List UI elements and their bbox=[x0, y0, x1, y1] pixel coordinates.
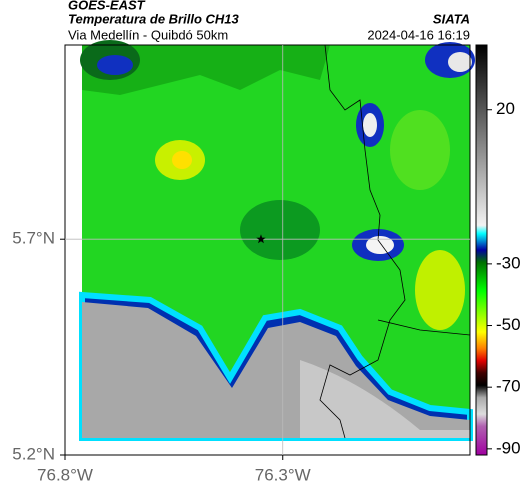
location-marker bbox=[256, 234, 266, 244]
subtitle: Temperatura de Brillo CH13 bbox=[68, 11, 240, 26]
timestamp: 2024-04-16 16:19 bbox=[367, 27, 470, 42]
route: Via Medellín - Quibdó 50km bbox=[68, 27, 228, 42]
source: SIATA bbox=[433, 11, 470, 26]
x-tick-label: 76.3°W bbox=[255, 465, 311, 484]
x-tick-label: 76.8°W bbox=[37, 465, 93, 484]
colorbar-tick-label: -30 bbox=[496, 253, 521, 272]
map-frame bbox=[64, 44, 471, 456]
raster bbox=[79, 40, 475, 441]
colorbar-tick-label: -90 bbox=[496, 438, 521, 457]
y-tick-label: 5.2°N bbox=[12, 444, 55, 463]
colorbar bbox=[475, 44, 488, 456]
colorbar-tick-label: 20 bbox=[496, 99, 515, 118]
colorbar-tick-label: -70 bbox=[496, 377, 521, 396]
title: GOES-EAST bbox=[68, 0, 146, 12]
y-tick-label: 5.7°N bbox=[12, 229, 55, 248]
colorbar-tick-label: -50 bbox=[496, 315, 521, 334]
